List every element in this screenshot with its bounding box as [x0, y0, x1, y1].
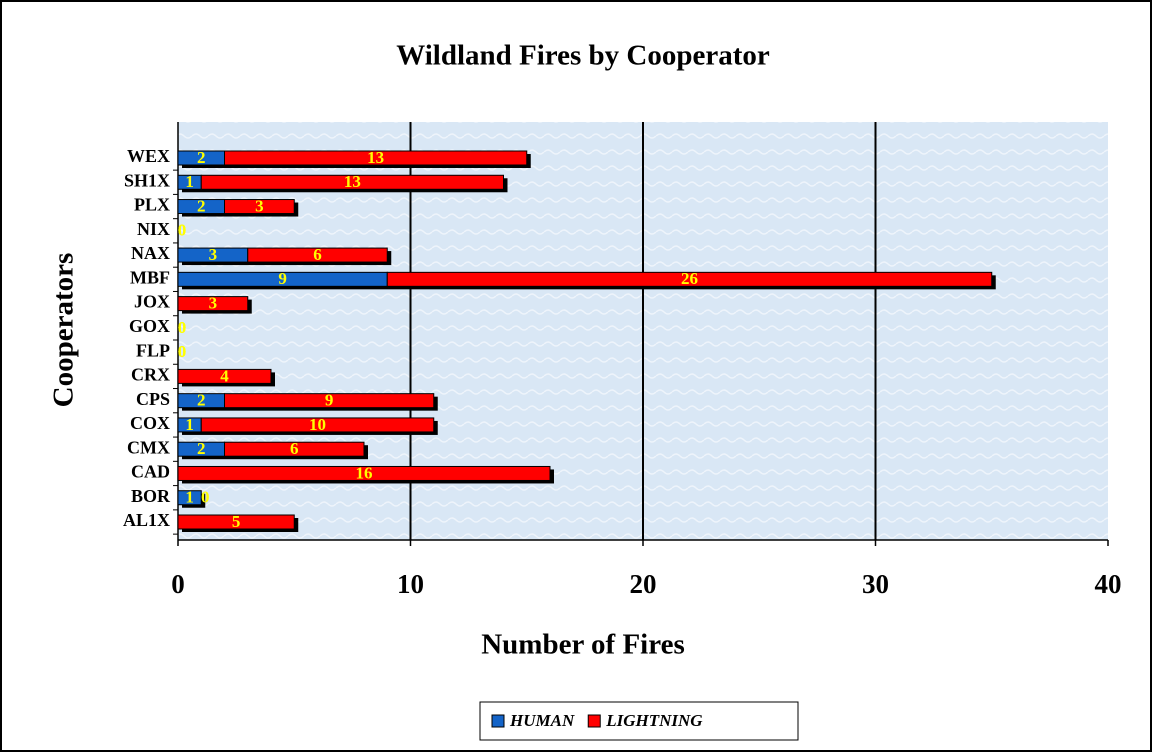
y-tick-label: SH1X [124, 170, 170, 190]
data-label: 0 [178, 221, 187, 240]
data-label: 0 [178, 221, 187, 240]
y-tick-label: CRX [131, 365, 170, 385]
data-label: 0 [178, 342, 187, 361]
data-label: 3 [209, 294, 218, 313]
x-axis-title: Number of Fires [481, 629, 685, 661]
data-label: 2 [197, 196, 206, 215]
y-tick-label: FLP [136, 340, 170, 360]
bar-segment [177, 514, 295, 530]
bar-segment [200, 417, 435, 433]
y-tick-label: NAX [131, 243, 170, 263]
legend-label: LIGHTNING [605, 711, 703, 730]
y-tick-label: PLX [134, 195, 170, 215]
y-tick-label: BOR [131, 486, 171, 506]
data-label: 0 [178, 318, 187, 337]
y-tick-label: COX [130, 413, 170, 433]
bar-segment [386, 271, 993, 287]
bar-segment [224, 393, 435, 409]
bar-segment [224, 199, 295, 215]
legend-box [479, 701, 799, 741]
y-tick-label: GOX [129, 316, 170, 336]
bar-segment [224, 441, 365, 457]
data-label: 26 [681, 269, 698, 288]
x-tick-label: 30 [862, 569, 889, 599]
data-label: 13 [344, 172, 361, 191]
data-label: 1 [185, 172, 194, 191]
y-tick-label: CPS [136, 389, 170, 409]
bar-segment [177, 465, 551, 481]
data-label: 2 [197, 439, 206, 458]
y-axis-title: Cooperators [48, 253, 80, 408]
data-label: 6 [290, 439, 299, 458]
bar-segment [177, 368, 272, 384]
chart-title: Wildland Fires by Cooperator [396, 40, 770, 72]
data-label: 9 [278, 269, 287, 288]
y-tick-label: JOX [134, 292, 170, 312]
data-label: 2 [197, 391, 206, 410]
y-tick-label: CMX [127, 437, 170, 457]
x-tick-label: 20 [630, 569, 657, 599]
y-tick-label: MBF [130, 267, 170, 287]
data-label: 3 [255, 196, 264, 215]
data-label: 3 [209, 245, 218, 264]
y-tick-label: NIX [137, 219, 170, 239]
data-label: 4 [220, 366, 229, 385]
bar-segment [200, 174, 504, 190]
data-label: 6 [313, 245, 322, 264]
data-label: 5 [232, 512, 241, 531]
y-tick-label: WEX [127, 146, 170, 166]
data-label: 1 [185, 488, 194, 507]
data-label: 0 [201, 488, 210, 507]
bar-segment [177, 490, 202, 506]
data-label: 1 [185, 415, 194, 434]
legend-swatch [587, 714, 601, 728]
data-label: 13 [367, 148, 384, 167]
x-tick-label: 10 [397, 569, 424, 599]
data-label: 10 [309, 415, 326, 434]
x-tick-label: 40 [1095, 569, 1122, 599]
data-label: 9 [325, 391, 334, 410]
bar-segment [224, 150, 528, 166]
legend-label: HUMAN [509, 711, 575, 730]
legend-swatch [491, 714, 505, 728]
data-label: 0 [178, 342, 187, 361]
data-label: 2 [197, 148, 206, 167]
y-tick-label: AL1X [123, 510, 170, 530]
x-tick-label: 0 [171, 569, 185, 599]
data-label: 16 [356, 463, 373, 482]
bar-segment [177, 296, 249, 312]
plot: 010203040AL1X05BOR10CAD016CMX26COX110CPS… [123, 122, 1122, 599]
bar-segment [247, 247, 388, 263]
y-tick-label: CAD [131, 462, 170, 482]
data-label: 0 [178, 318, 187, 337]
